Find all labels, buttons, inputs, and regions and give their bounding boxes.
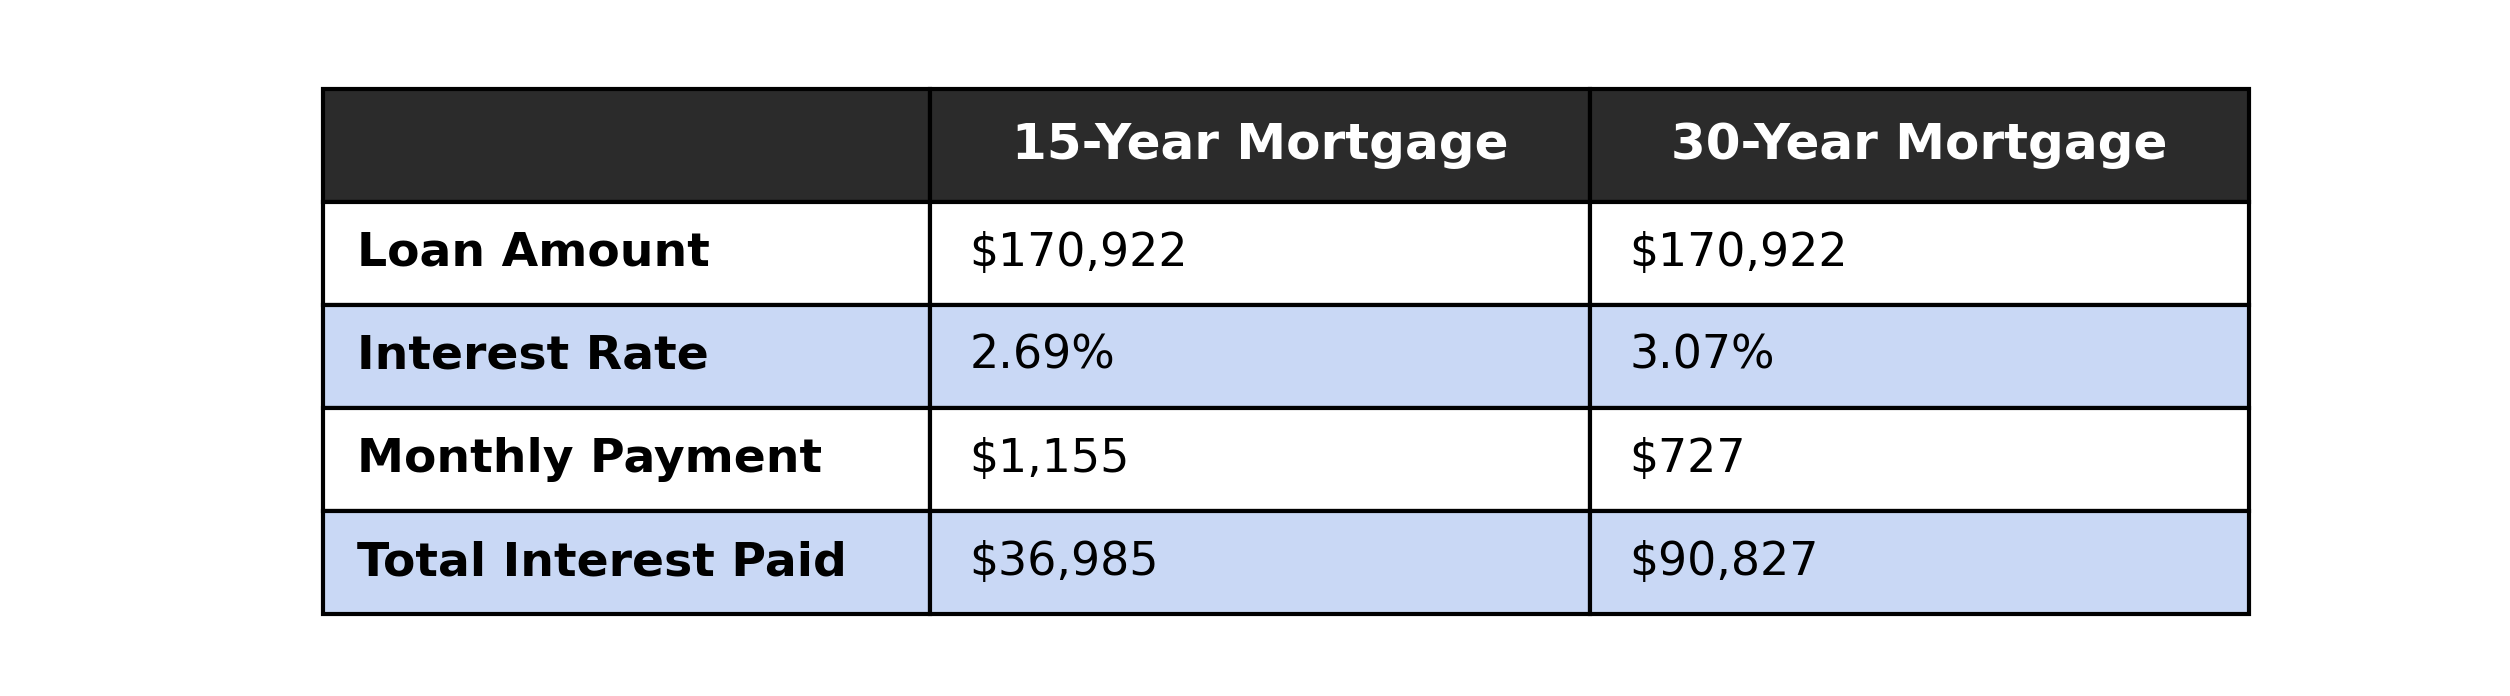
Bar	[1589, 408, 2249, 511]
Text: $36,985: $36,985	[969, 540, 1160, 585]
Bar	[1589, 511, 2249, 614]
Bar	[931, 511, 1589, 614]
Text: 3.07%: 3.07%	[1629, 334, 1775, 379]
Text: Monthly Payment: Monthly Payment	[356, 437, 821, 482]
Bar	[1589, 202, 2249, 305]
Bar	[1589, 305, 2249, 408]
Text: 2.69%: 2.69%	[969, 334, 1114, 379]
Text: $727: $727	[1629, 437, 1747, 482]
Bar	[324, 511, 931, 614]
Bar	[324, 305, 931, 408]
Text: Loan Amount: Loan Amount	[356, 231, 710, 276]
Text: $1,155: $1,155	[969, 437, 1130, 482]
Bar	[931, 408, 1589, 511]
Text: $170,922: $170,922	[969, 231, 1187, 276]
Text: Interest Rate: Interest Rate	[356, 334, 708, 379]
Bar	[931, 89, 1589, 202]
Bar	[324, 202, 931, 305]
Bar	[324, 89, 931, 202]
Text: 15-Year Mortgage: 15-Year Mortgage	[1012, 121, 1509, 169]
Text: 30-Year Mortgage: 30-Year Mortgage	[1672, 121, 2169, 169]
Text: Total Interest Paid: Total Interest Paid	[356, 540, 846, 585]
Text: $90,827: $90,827	[1629, 540, 1820, 585]
Bar	[931, 202, 1589, 305]
Text: $170,922: $170,922	[1629, 231, 1847, 276]
Bar	[324, 408, 931, 511]
Bar	[1589, 89, 2249, 202]
Bar	[931, 305, 1589, 408]
